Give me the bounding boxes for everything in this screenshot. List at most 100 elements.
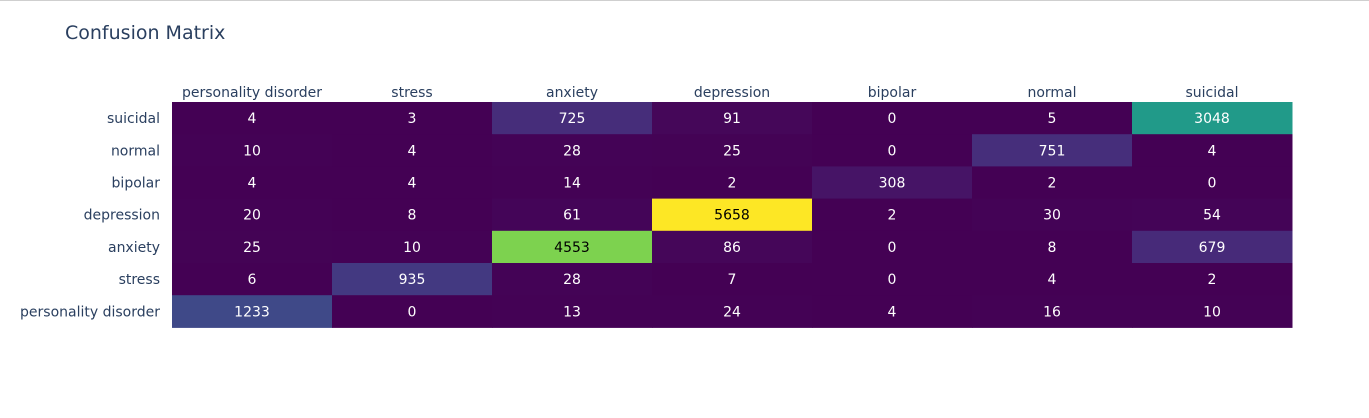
- heatmap-cell: [652, 134, 813, 167]
- cell-value-label: 725: [559, 111, 586, 127]
- heatmap-cell: [1132, 263, 1293, 296]
- heatmap-cell: [972, 102, 1133, 135]
- x-tick-label: stress: [391, 85, 432, 101]
- heatmap-cell: [172, 102, 333, 135]
- heatmap-cell: [652, 295, 813, 328]
- heatmap-cell: [972, 134, 1133, 167]
- heatmap-cell: [492, 134, 653, 167]
- heatmap-cell: [972, 263, 1133, 296]
- y-axis-labels: suicidal normal bipolar depression anxiety st…: [20, 111, 160, 320]
- x-tick-label: normal: [1027, 85, 1076, 101]
- cell-value-label: 28: [563, 272, 581, 288]
- heatmap-cell: [172, 263, 333, 296]
- x-tick-label: depression: [694, 85, 770, 101]
- heatmap-cell: [332, 198, 493, 232]
- cell-value-label: 25: [723, 143, 741, 159]
- cell-value-label: 2: [728, 176, 737, 192]
- heatmap-cell: [812, 295, 973, 328]
- heatmap-cell: [812, 134, 973, 167]
- cell-value-label: 16: [1043, 304, 1061, 320]
- heatmap-cell: [332, 230, 493, 264]
- heatmap-cell: [172, 134, 333, 167]
- heatmap-cell: [172, 295, 333, 328]
- heatmap-cell: [812, 166, 973, 200]
- cell-value-label: 679: [1199, 240, 1226, 256]
- heatmap-cell: [972, 295, 1133, 328]
- cell-value-label: 308: [879, 176, 906, 192]
- cell-value-label: 86: [723, 240, 741, 256]
- heatmap-cell: [812, 230, 973, 264]
- cell-value-label: 28: [563, 143, 581, 159]
- cell-value-label: 5: [1048, 111, 1057, 127]
- y-tick-label: normal: [111, 143, 160, 159]
- heatmap-cell: [332, 134, 493, 167]
- cell-value-label: 3: [408, 111, 417, 127]
- cell-value-label: 24: [723, 304, 741, 320]
- heatmap-cell: [652, 263, 813, 296]
- heatmap-cell: [172, 230, 333, 264]
- heatmap-cell: [492, 295, 653, 328]
- cell-value-label: 751: [1039, 143, 1066, 159]
- cell-value-label: 8: [408, 208, 417, 224]
- cell-value-label: 935: [399, 272, 426, 288]
- heatmap-cell: [172, 166, 333, 200]
- cell-value-label: 4: [248, 176, 257, 192]
- heatmap-cell: [972, 230, 1133, 264]
- y-tick-label: personality disorder: [20, 304, 160, 320]
- cell-value-label: 2: [888, 208, 897, 224]
- heatmap-cell: [812, 198, 973, 232]
- cell-value-label: 0: [888, 272, 897, 288]
- cell-value-label: 4: [408, 176, 417, 192]
- heatmap-cell: [1132, 198, 1293, 232]
- heatmap-cell: [172, 198, 333, 232]
- heatmap-cell: [652, 102, 813, 135]
- cell-value-label: 91: [723, 111, 741, 127]
- x-tick-label: personality disorder: [182, 85, 322, 101]
- cell-value-label: 4553: [554, 240, 590, 256]
- heatmap-cell: [492, 198, 653, 232]
- cell-value-label: 10: [243, 143, 261, 159]
- cell-value-label: 1233: [234, 304, 270, 320]
- heatmap-cell: [652, 166, 813, 200]
- cell-value-label: 10: [403, 240, 421, 256]
- y-tick-label: depression: [84, 208, 160, 224]
- heatmap-cell: [332, 102, 493, 135]
- y-tick-label: anxiety: [108, 240, 160, 256]
- cell-value-label: 0: [888, 143, 897, 159]
- x-tick-label: suicidal: [1186, 85, 1239, 101]
- heatmap-cell: [652, 198, 813, 232]
- cell-value-label: 0: [888, 240, 897, 256]
- cell-value-label: 6: [248, 272, 257, 288]
- cell-value-label: 4: [408, 143, 417, 159]
- cell-value-label: 4: [1208, 143, 1217, 159]
- cell-value-label: 4: [248, 111, 257, 127]
- cell-value-label: 0: [1208, 176, 1217, 192]
- heatmap-cell: [1132, 134, 1293, 167]
- heatmap-cell: [652, 230, 813, 264]
- heatmap-cell: [972, 198, 1133, 232]
- heatmap-cell: [1132, 230, 1293, 264]
- heatmap-cell: [332, 166, 493, 200]
- heatmap-cell: [1132, 102, 1293, 135]
- cell-value-label: 4: [1048, 272, 1057, 288]
- cell-value-label: 30: [1043, 208, 1061, 224]
- chart-title: Confusion Matrix: [65, 22, 225, 44]
- cell-value-label: 0: [408, 304, 417, 320]
- heatmap-cell: [1132, 295, 1293, 328]
- y-tick-label: stress: [119, 272, 160, 288]
- cell-value-label: 25: [243, 240, 261, 256]
- heatmap-cell: [332, 295, 493, 328]
- heatmap-cell: [812, 102, 973, 135]
- heatmap-cells: [172, 102, 1293, 328]
- x-tick-label: anxiety: [546, 85, 598, 101]
- cell-value-label: 0: [888, 111, 897, 127]
- cell-value-label: 5658: [714, 208, 750, 224]
- cell-value-label: 2: [1048, 176, 1057, 192]
- heatmap-cell: [332, 263, 493, 296]
- x-axis-labels: personality disorder stress anxiety depress…: [182, 85, 1238, 101]
- cell-value-label: 20: [243, 208, 261, 224]
- heatmap-cell: [492, 102, 653, 135]
- cell-value-label: 14: [563, 176, 581, 192]
